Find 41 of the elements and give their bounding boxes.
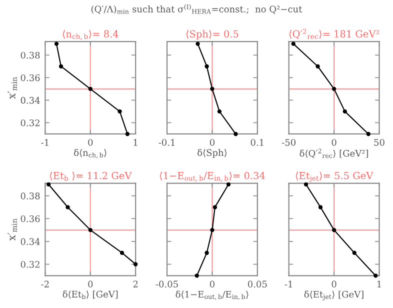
x-tick-label: 0.1	[250, 139, 264, 146]
y-axis-title: x′$_{min}$	[8, 77, 17, 99]
x-tick-label: 0	[332, 280, 336, 288]
x-axis-title: δ⟨n$_{ch,b}$⟩	[74, 148, 106, 158]
x-tick-label: 0	[210, 280, 214, 288]
chart-title: ⟨1−E$_{out,b}$/E$_{in,b}$⟩= 0.34	[160, 172, 265, 182]
x-tick-label: 0	[88, 280, 93, 288]
x-tick-label: -50	[282, 139, 296, 146]
x-tick-label: 0	[210, 139, 214, 146]
x-tick-label: 2	[133, 280, 138, 288]
x-axis-title: δ⟨Q′$^{2}$$_{rec}$⟩ [GeV²]	[300, 148, 368, 158]
x-tick-label: -0.1	[158, 139, 174, 146]
x-tick-label: 50	[374, 139, 384, 146]
text: (Q′/Λ)$_{min}$ such that σ$^{(I)}$$_{HERA}$=const.; no Q²−cut	[91, 4, 302, 14]
x-tick-label: -2	[41, 280, 49, 288]
y-tick-label: 0.36	[20, 215, 40, 222]
x-tick-label: 0	[88, 139, 93, 146]
x-axis-title: δ⟨Et$_{jet}$⟩ [GeV]	[304, 290, 364, 300]
x-axis-title: δ⟨Sph⟩	[198, 148, 227, 158]
x-tick-label: 1	[377, 280, 381, 288]
x-tick-label: 1	[134, 139, 138, 146]
y-tick-label: 0.36	[20, 74, 40, 82]
chart-title: ⟨n$_{ch,b}$⟩= 8.4	[62, 30, 118, 40]
x-tick-label: -0.05	[156, 280, 178, 288]
x-axis-title: δ⟨Et$_{b}$⟩ [GeV]	[62, 290, 118, 299]
chart-title: ⟨Q′$^{2}$$_{rec}$⟩= 181 GeV²	[289, 28, 380, 39]
x-tick-label: -1	[284, 280, 292, 288]
chart-title: ⟨Et$_{jet}$⟩= 5.5 GeV	[296, 172, 374, 182]
x-tick-label: 0.05	[248, 280, 267, 288]
chart-title: ⟨Et$_{b}$ ⟩= 11.2 GeV	[50, 172, 132, 181]
y-tick-label: 0.34	[20, 96, 40, 104]
y-tick-label: 0.32	[20, 119, 40, 126]
y-tick-label: 0.34	[20, 238, 40, 245]
y-tick-label: 0.38	[20, 192, 40, 200]
chart-title: ⟨Sph⟩= 0.5	[186, 30, 238, 40]
x-tick-label: -1	[41, 139, 48, 146]
y-axis-title: x′$_{min}$	[8, 218, 17, 241]
y-tick-label: 0.32	[20, 260, 40, 268]
y-tick-label: 0.38	[20, 52, 40, 59]
x-tick-label: 0	[332, 139, 336, 146]
x-axis-title: δ⟨1−E$_{out,b}$/E$_{in,b}$⟩	[176, 290, 248, 300]
